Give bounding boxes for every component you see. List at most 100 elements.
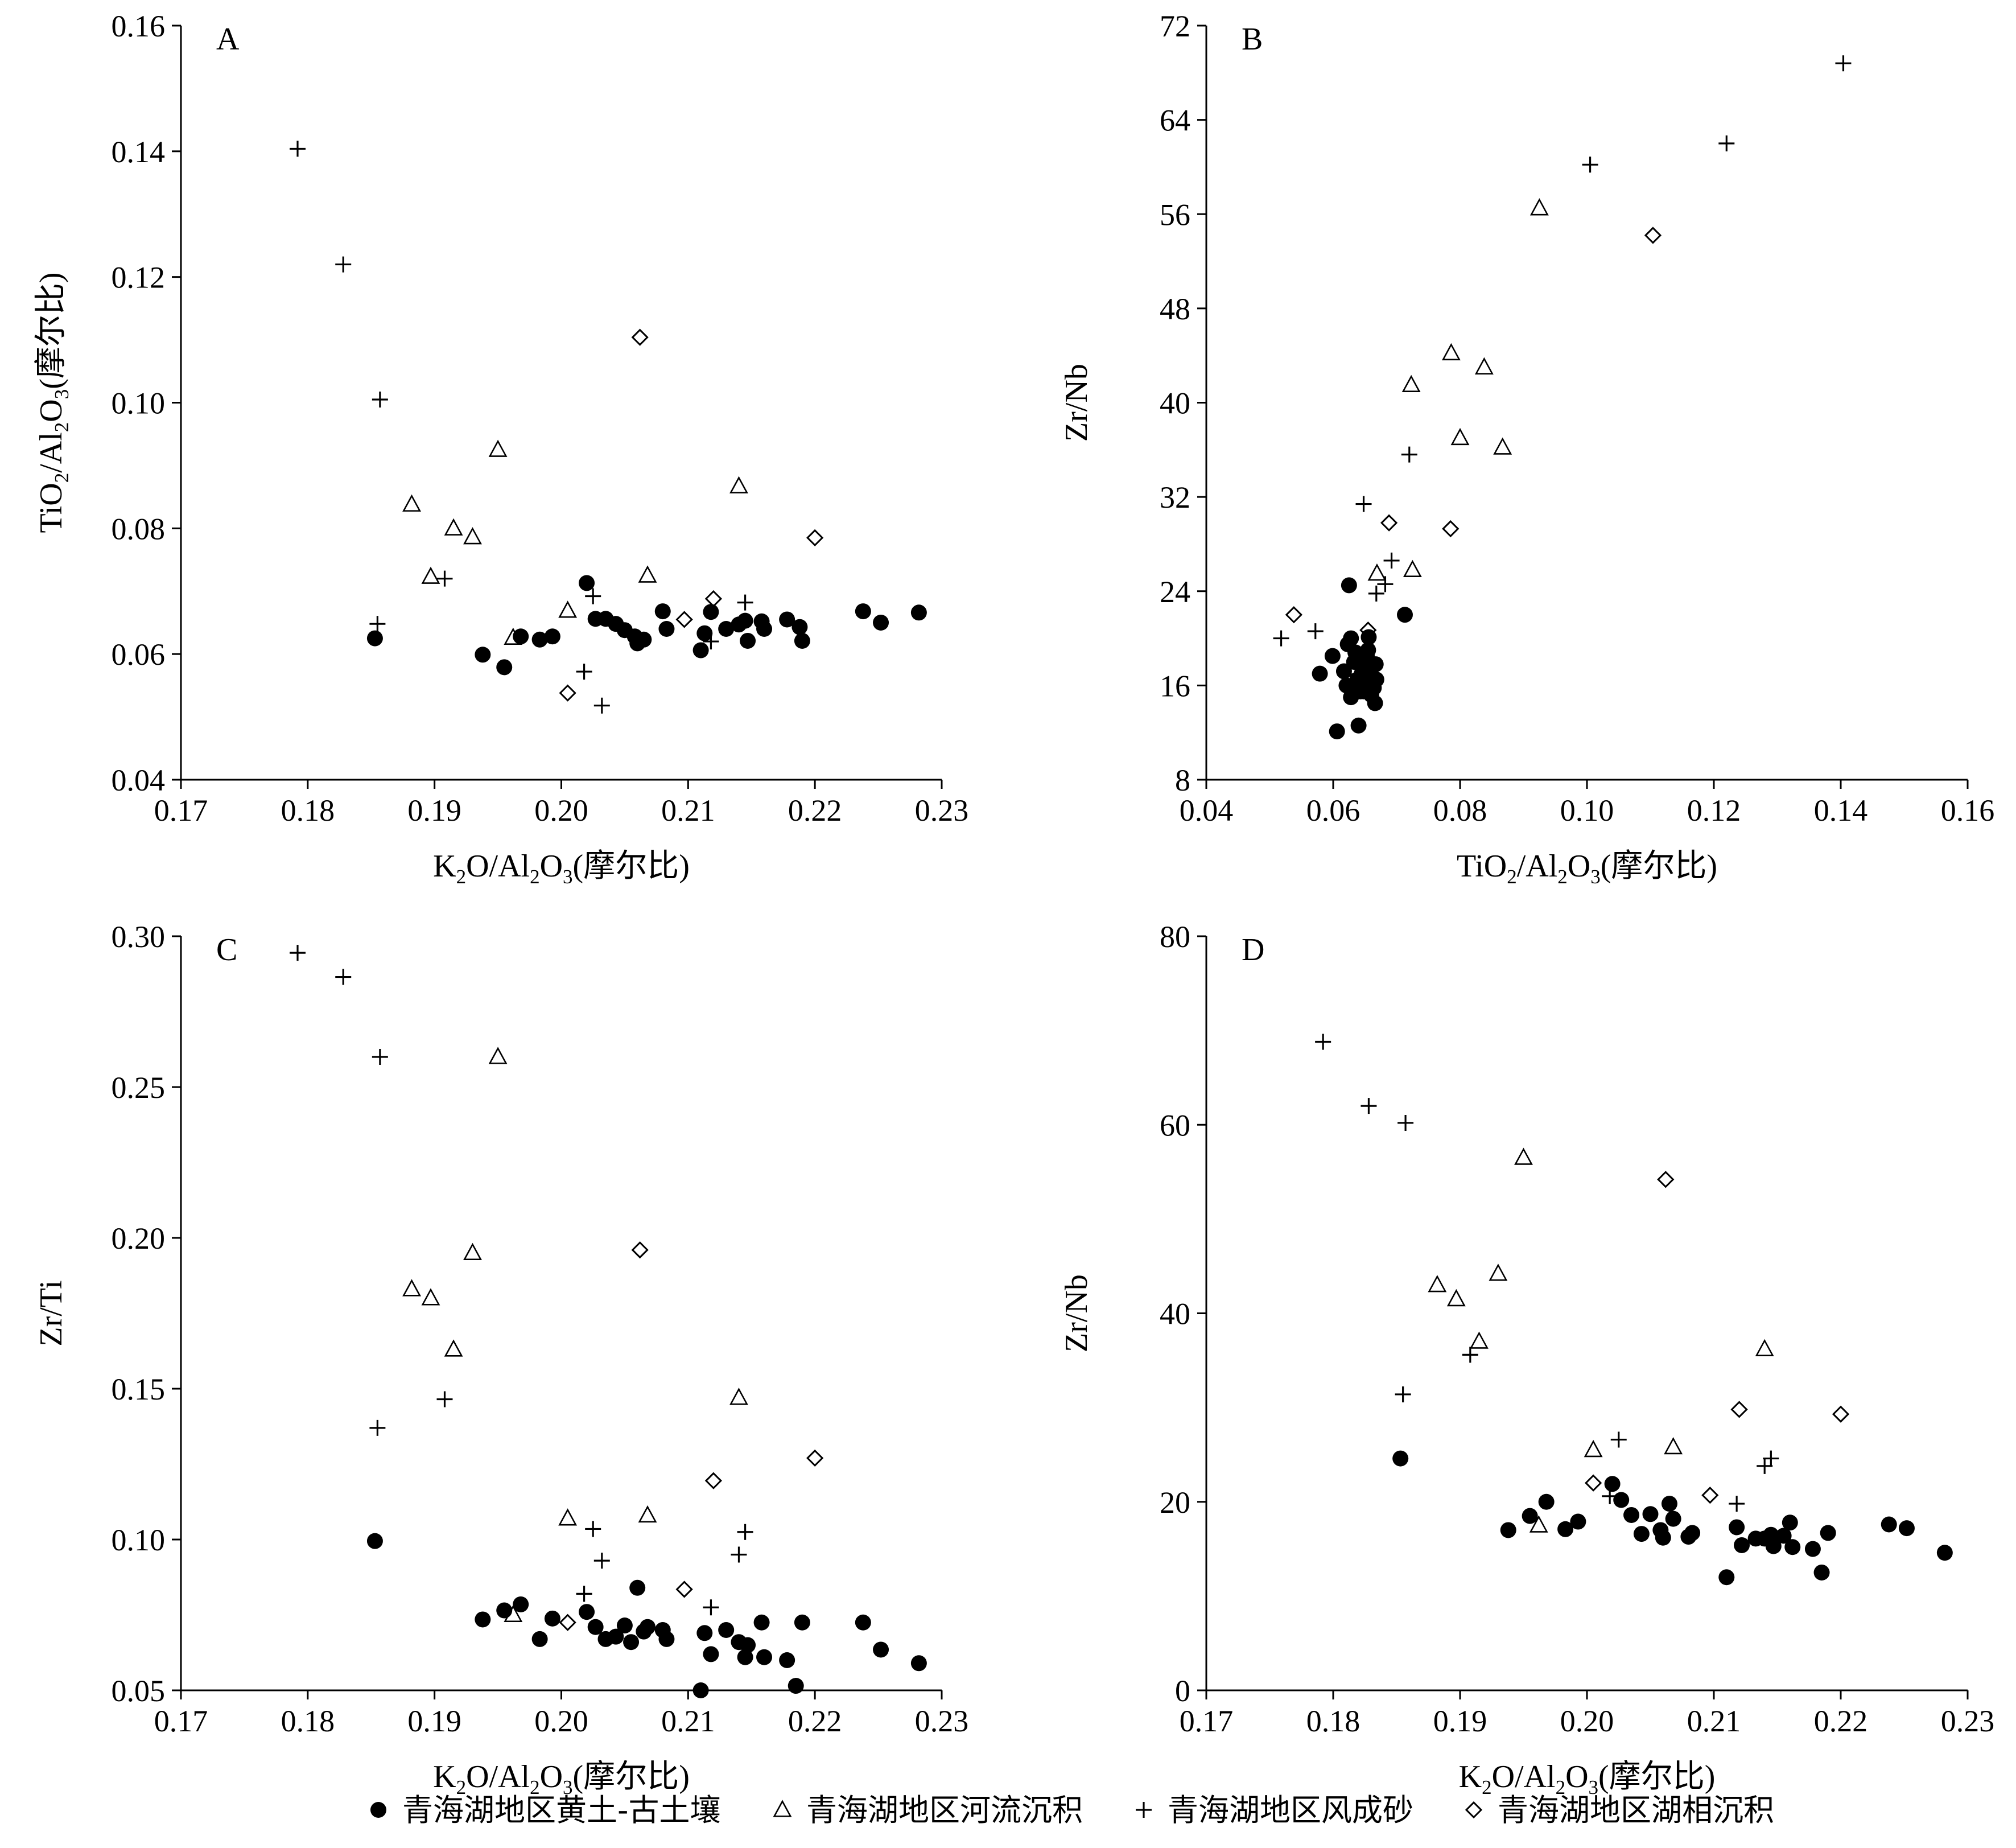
y-tick-label: 0.14 <box>112 135 166 169</box>
circle-point <box>636 631 652 648</box>
panel-b: 0.04 0.06 0.08 0.10 0.12 0.14 0.16 8 16 24 32 40 48 5… <box>1059 9 1994 888</box>
plus-point <box>1401 446 1417 463</box>
series-circle <box>366 575 927 676</box>
triangle-point <box>558 600 578 618</box>
panel-label: A <box>216 22 240 57</box>
plus-point <box>1307 623 1324 640</box>
triangle-point <box>488 439 508 457</box>
series-plus <box>290 945 753 1616</box>
x-axis-title: TiO2​/Al2​O3​(摩尔比) <box>1457 849 1717 888</box>
diamond-point <box>631 328 649 346</box>
circle-point <box>579 1604 595 1620</box>
y-axis-title: TiO2​/Al2​O3​(摩尔比) <box>34 272 73 533</box>
diamond-point <box>1644 227 1662 244</box>
circle-point <box>616 1617 633 1634</box>
triangle-point <box>1470 1331 1489 1349</box>
plus-point <box>1395 1386 1411 1402</box>
circle-point <box>910 1655 927 1672</box>
series-plus <box>290 141 753 714</box>
x-tick-label: 0.19 <box>407 1704 461 1738</box>
triangle-point <box>1489 1263 1508 1281</box>
circle-point <box>703 1646 719 1662</box>
legend-item: 青海湖地区湖相沉积 <box>1465 1792 1774 1828</box>
triangle-point <box>504 1604 523 1623</box>
circle-point <box>1665 1510 1681 1527</box>
plus-point <box>1718 135 1735 152</box>
triangle-point <box>463 1242 482 1261</box>
circle-point <box>1341 577 1357 594</box>
y-tick-label: 0.15 <box>112 1372 166 1406</box>
x-tick-label: 0.08 <box>1433 793 1487 828</box>
triangle-point <box>1340 657 1359 675</box>
legend-label: 青海湖地区湖相沉积 <box>1498 1792 1774 1828</box>
circle-point <box>1360 642 1376 658</box>
circle-point <box>1392 1450 1409 1467</box>
series-plus <box>1315 1034 1779 1512</box>
legend-item: 青海湖地区河流沉积 <box>773 1792 1083 1828</box>
y-tick-label: 0 <box>1175 1674 1190 1708</box>
x-tick-label: 0.21 <box>1687 1704 1741 1738</box>
x-tick-label: 0.17 <box>1180 1704 1234 1738</box>
circle-point <box>1813 1564 1830 1581</box>
diamond-point <box>1359 621 1377 639</box>
series-diamond <box>559 328 824 702</box>
triangle-point <box>638 565 657 583</box>
triangle-point <box>1367 563 1387 581</box>
plus-point <box>1835 55 1852 72</box>
y-axis-title: Zr/Nb <box>1059 1274 1094 1352</box>
y-tick-label: 40 <box>1160 1297 1190 1331</box>
plus-point <box>1355 496 1372 512</box>
x-tick-label: 0.12 <box>1687 793 1741 828</box>
triangle-point <box>1441 343 1461 361</box>
plus-point <box>576 1586 592 1602</box>
y-tick-label: 56 <box>1160 197 1190 232</box>
series-circle <box>366 1533 927 1698</box>
plus-point <box>1602 1488 1618 1504</box>
y-tick-label: 8 <box>1175 763 1190 797</box>
circle-point <box>718 621 735 637</box>
circle-point <box>756 1649 773 1665</box>
circle-point <box>1633 1526 1650 1542</box>
y-tick-label: 0.12 <box>112 261 166 295</box>
x-tick-label: 0.22 <box>788 1704 842 1738</box>
x-axis-title: K2​O/Al2​O3​(摩尔比) <box>433 1759 690 1798</box>
circle-point <box>531 1631 548 1647</box>
x-tick-label: 0.18 <box>1306 1704 1361 1738</box>
circle-point <box>703 604 719 620</box>
diamond-point <box>675 611 693 628</box>
circle-point <box>1613 1492 1630 1508</box>
circle-point <box>1623 1507 1640 1523</box>
y-tick-label: 40 <box>1160 386 1190 421</box>
diamond-point <box>704 590 723 608</box>
circle-point <box>544 1610 560 1627</box>
panel-label: C <box>216 932 237 968</box>
x-tick-label: 0.17 <box>154 793 208 828</box>
circle-point <box>1661 1496 1677 1512</box>
plus-point <box>436 1391 453 1407</box>
circle-point <box>1684 1525 1701 1541</box>
panel-label: D <box>1242 932 1264 968</box>
triangle-point <box>1514 1147 1533 1165</box>
triangle-point <box>488 1047 508 1064</box>
circle-point <box>1557 1521 1574 1537</box>
y-tick-label: 0.20 <box>112 1221 166 1256</box>
circle-point <box>1655 1529 1671 1546</box>
series-diamond <box>1585 1171 1850 1504</box>
triangle-point <box>1474 357 1494 374</box>
y-tick-label: 0.06 <box>112 637 166 672</box>
circle-point <box>658 621 675 637</box>
x-tick-label: 0.14 <box>1814 793 1868 828</box>
circle-point <box>740 632 756 649</box>
plus-point <box>290 945 306 961</box>
plus-point <box>1377 576 1394 592</box>
triangle-point <box>558 1508 578 1526</box>
plus-point <box>372 1049 388 1065</box>
diamond-point <box>1657 1171 1675 1188</box>
y-tick-label: 0.08 <box>112 512 166 546</box>
circle-point <box>1367 656 1384 673</box>
triangle-point <box>1584 1439 1603 1458</box>
circle-point <box>640 1619 656 1635</box>
circle-point <box>910 604 927 621</box>
circle-point <box>753 1614 770 1631</box>
triangle-point <box>444 1339 463 1357</box>
